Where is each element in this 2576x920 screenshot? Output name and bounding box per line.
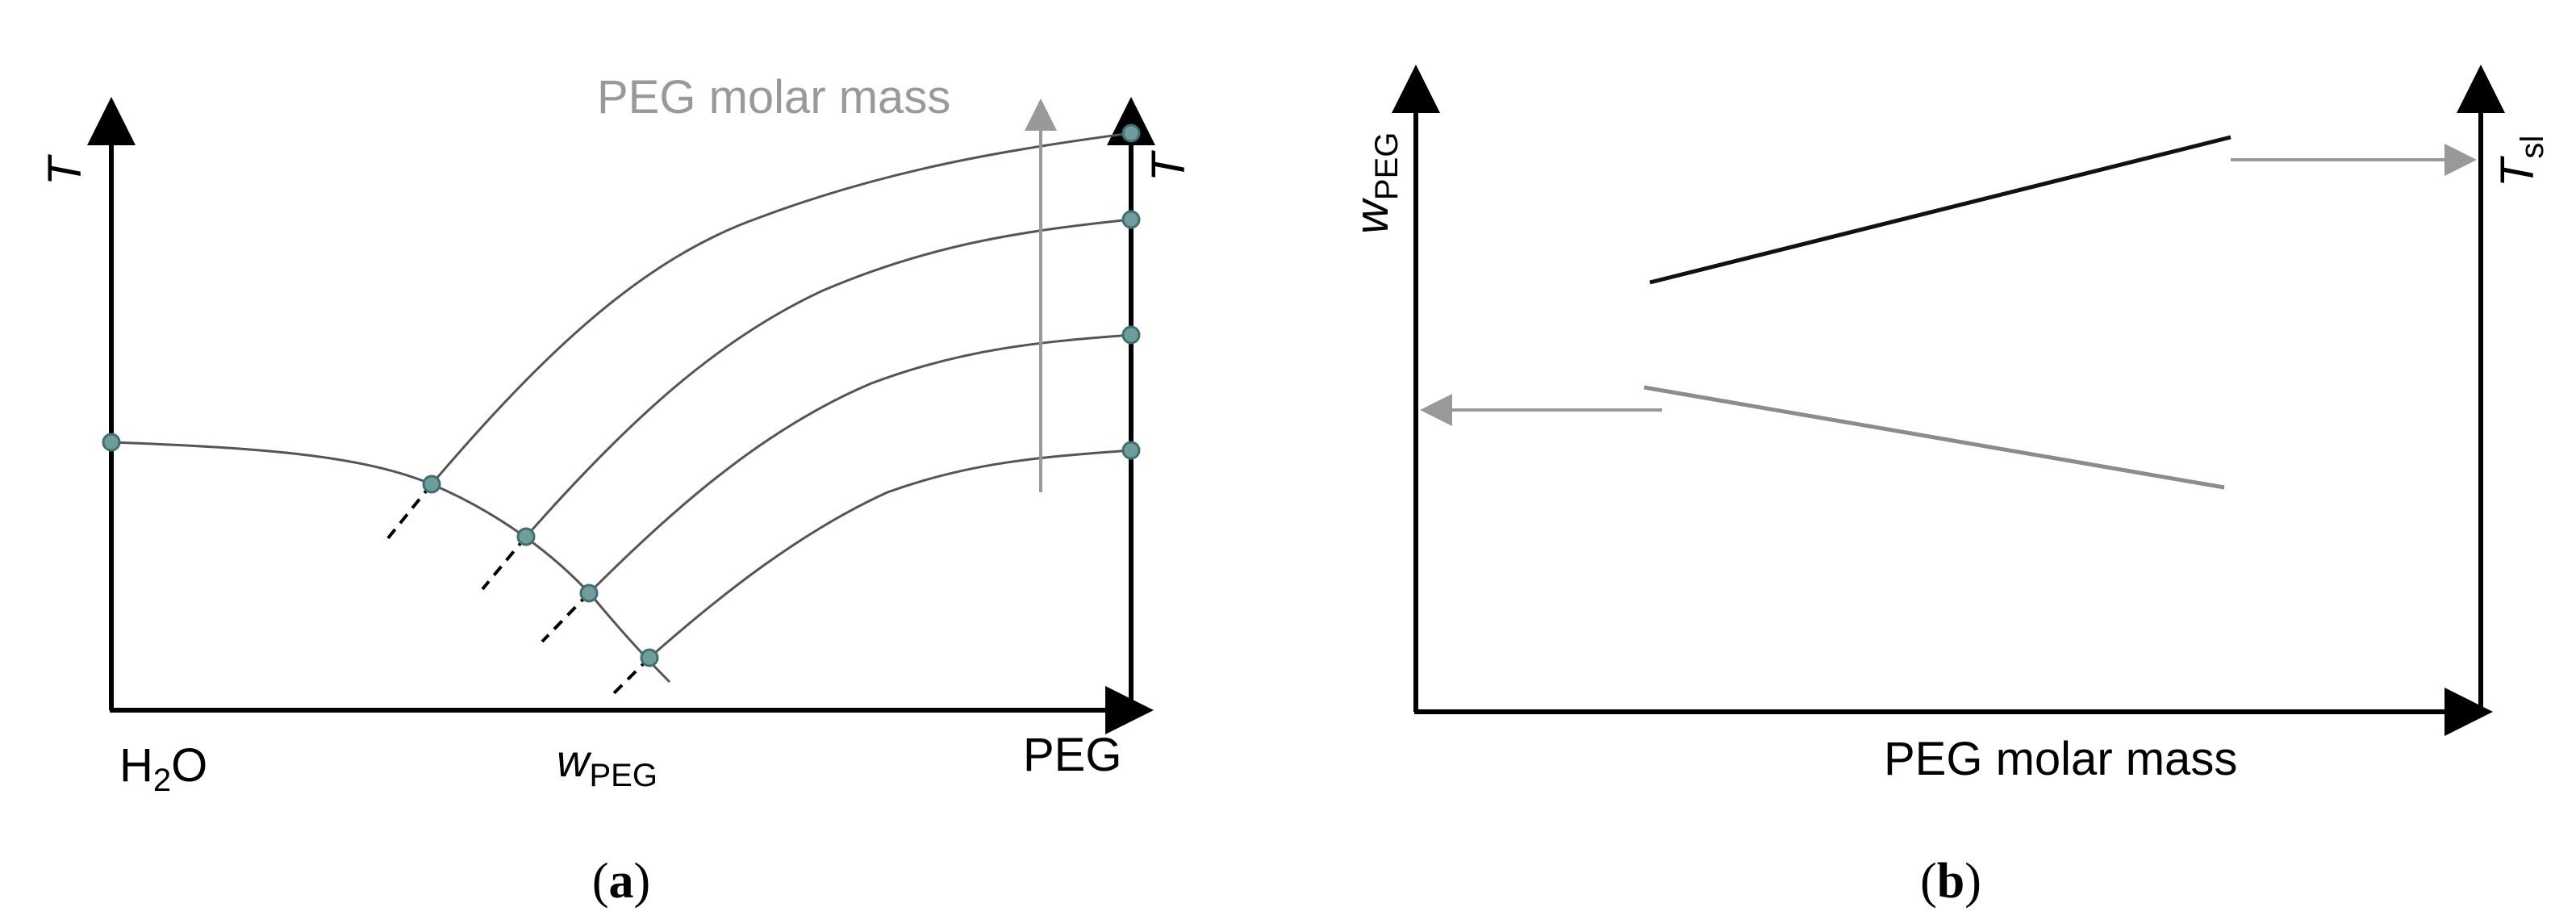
panel-a-right-axis-label: T xyxy=(1142,150,1195,182)
panel-a: PEG molar mass T T H2O wPEG PEG (a) xyxy=(39,71,1195,909)
peg-liquidus-curve-1 xyxy=(430,132,1132,485)
caption-a-letter: a xyxy=(609,854,634,909)
tsl-trend-line xyxy=(1649,135,2232,285)
peg-liquidus-curve-2 xyxy=(524,218,1132,537)
panel-b-left-axis-label: wPEG xyxy=(1346,132,1405,234)
dashed-extension-1 xyxy=(386,483,433,541)
wpeg-trend-line xyxy=(1643,385,2225,490)
panel-b-right-axis-label: Tsl xyxy=(2491,136,2550,187)
marker-eutectic-4 xyxy=(640,648,659,667)
caption-a-close: ) xyxy=(634,854,651,909)
tsl-t: T xyxy=(2491,156,2544,187)
wpeg-w: w xyxy=(557,735,592,786)
panel-a-left-axis-label: T xyxy=(39,154,91,186)
caption-b-close: ) xyxy=(1964,854,1981,909)
panel-b-x-axis-label: PEG molar mass xyxy=(1884,733,2237,785)
dashed-extension-2 xyxy=(481,535,528,591)
caption-a-open: ( xyxy=(592,854,609,909)
marker-peg-melting-1 xyxy=(1121,123,1141,143)
marker-eutectic-2 xyxy=(516,527,536,546)
wpeg-left-w: w xyxy=(1346,198,1398,234)
marker-water-melting xyxy=(102,433,121,452)
peg-liquidus-curve-4 xyxy=(649,449,1132,659)
panel-a-caption: (a) xyxy=(592,854,650,909)
panel-b: wPEG Tsl PEG molar mass (b) xyxy=(1346,65,2550,909)
marker-peg-melting-3 xyxy=(1121,325,1141,345)
caption-b-open: ( xyxy=(1920,854,1937,909)
wpeg-sub: PEG xyxy=(589,758,657,793)
caption-b-letter: b xyxy=(1937,854,1964,909)
dashed-extension-3 xyxy=(541,592,591,643)
x-mid-label-wpeg: wPEG xyxy=(557,735,658,793)
x-left-label-h2o: H2O xyxy=(119,739,207,798)
marker-peg-melting-2 xyxy=(1121,210,1141,229)
peg-liquidus-curve-3 xyxy=(587,333,1132,595)
h2o-o: O xyxy=(171,739,207,792)
marker-eutectic-3 xyxy=(579,583,599,603)
x-right-label-peg: PEG xyxy=(1023,729,1122,781)
wpeg-left-sub: PEG xyxy=(1369,132,1405,200)
marker-peg-melting-4 xyxy=(1121,441,1141,460)
marker-eutectic-1 xyxy=(422,475,441,494)
ice-liquidus-curve xyxy=(111,441,671,684)
panel-b-caption: (b) xyxy=(1920,854,1981,909)
molar-mass-arrow-label: PEG molar mass xyxy=(597,71,950,123)
eutectic-markers xyxy=(102,123,1141,667)
tsl-sub: sl xyxy=(2515,136,2550,159)
h2o-h: H xyxy=(119,739,153,792)
h2o-sub: 2 xyxy=(153,763,171,798)
